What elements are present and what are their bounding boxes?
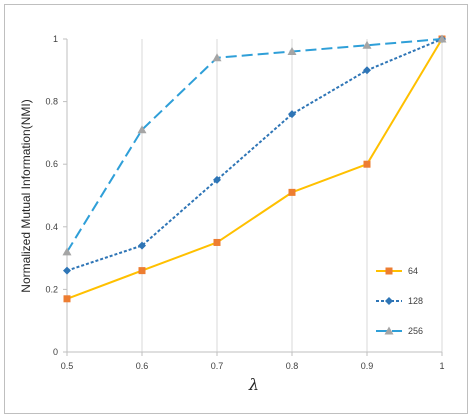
legend-label-64: 64	[408, 266, 418, 276]
chart-frame	[4, 4, 468, 414]
x-tick-label: 0.5	[61, 361, 74, 371]
y-tick-label: 1	[53, 34, 58, 44]
x-tick-label: 0.6	[136, 361, 149, 371]
legend: 64 128 256	[376, 266, 423, 336]
data-point-64	[363, 160, 371, 168]
legend-item-256: 256	[376, 326, 423, 336]
legend-label-128: 128	[408, 296, 423, 306]
y-tick-label: 0.4	[45, 222, 58, 232]
legend-item-64: 64	[376, 266, 418, 276]
y-tick-label: 0.8	[45, 97, 58, 107]
legend-label-256: 256	[408, 326, 423, 336]
series-line-64	[66, 38, 443, 300]
series-line-256	[66, 38, 443, 253]
series-128	[63, 35, 446, 275]
y-tick-label: 0	[53, 347, 58, 357]
series-group	[62, 34, 447, 303]
legend-marker-256	[384, 326, 394, 335]
legend-item-128: 128	[376, 296, 423, 306]
x-tick-label: 1	[439, 361, 444, 371]
data-point-256	[137, 125, 147, 134]
legend-marker-128	[385, 297, 393, 305]
gridlines	[141, 39, 443, 352]
data-point-128	[288, 110, 296, 119]
x-tick-label: 0.8	[286, 361, 299, 371]
data-point-128	[63, 266, 71, 275]
data-point-128	[138, 241, 146, 250]
y-axis-label: Normalized Mutual Information(NMI)	[19, 99, 33, 292]
y-tick-label: 0.2	[45, 284, 58, 294]
data-point-64	[213, 238, 221, 246]
x-tick-label: 0.7	[211, 361, 224, 371]
data-point-128	[213, 175, 221, 184]
data-point-256	[362, 40, 372, 49]
data-point-256	[287, 47, 297, 56]
series-256	[62, 34, 447, 256]
data-point-256	[437, 34, 447, 43]
x-axis-label: λ	[248, 375, 259, 394]
data-point-64	[138, 267, 146, 275]
y-tick-label: 0.6	[45, 159, 58, 169]
data-point-256	[212, 53, 222, 62]
series-64	[63, 35, 446, 303]
data-point-64	[288, 188, 296, 196]
tick-labels: 0 0.2 0.4 0.6 0.8 1 0.5 0.6 0.7 0.8 0.9 1	[45, 34, 444, 371]
data-point-64	[63, 295, 71, 303]
data-point-256	[62, 247, 72, 256]
series-line-128	[66, 38, 443, 272]
legend-marker-64	[385, 267, 393, 275]
x-tick-label: 0.9	[361, 361, 374, 371]
axes	[63, 38, 443, 356]
data-point-128	[363, 66, 371, 75]
